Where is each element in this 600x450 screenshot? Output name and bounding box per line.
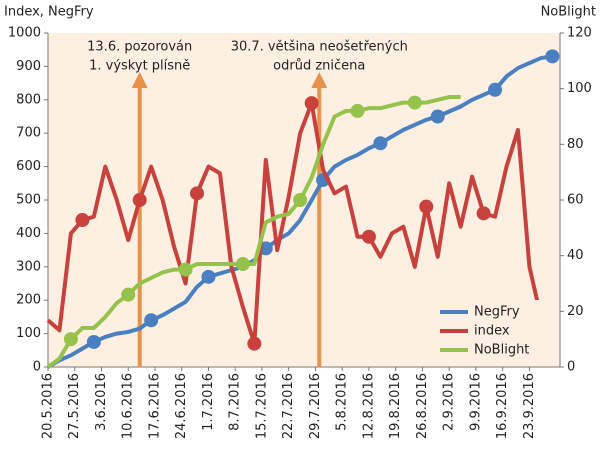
annotation-text: 30.7. většina neošetřených — [231, 40, 408, 55]
x-tick-label: 19.8.2016 — [388, 373, 403, 439]
y-tick-label: 700 — [16, 126, 41, 141]
x-tick-label: 2.9.2016 — [442, 373, 457, 431]
y2-tick-label: 40 — [567, 248, 584, 263]
x-tick-label: 3.6.2016 — [94, 373, 109, 431]
x-tick-label: 9.9.2016 — [468, 373, 483, 431]
legend-label: NegFry — [474, 305, 520, 320]
series-marker — [86, 334, 101, 349]
series-marker — [304, 96, 319, 111]
series-marker — [430, 109, 445, 124]
y-tick-label: 900 — [16, 59, 41, 74]
y2-tick-label: 20 — [567, 304, 584, 319]
series-marker — [178, 262, 193, 277]
series-marker — [75, 213, 90, 228]
series-marker — [350, 103, 365, 118]
y2-tick-label: 60 — [567, 193, 584, 208]
series-marker — [63, 332, 78, 347]
series-marker — [190, 186, 205, 201]
series-marker — [419, 199, 434, 214]
series-marker — [132, 193, 147, 207]
annotation-text: odrůd zničena — [273, 59, 365, 74]
y-tick-label: 1000 — [8, 26, 41, 41]
series-marker — [407, 95, 422, 110]
y2-tick-label: 120 — [567, 26, 592, 41]
series-line — [46, 101, 554, 346]
x-tick-label: 29.7.2016 — [308, 373, 323, 439]
y-tick-label: 300 — [16, 259, 41, 274]
x-tick-label: 26.8.2016 — [415, 373, 430, 439]
x-tick-label: 27.5.2016 — [67, 373, 82, 439]
y-tick-label: 0 — [33, 360, 41, 375]
x-tick-label: 10.6.2016 — [121, 373, 136, 439]
series-marker — [361, 229, 376, 244]
y2-tick-label: 0 — [567, 360, 575, 375]
series-marker — [144, 313, 159, 328]
y-tick-label: 200 — [16, 293, 41, 308]
series-line — [46, 54, 553, 369]
y-tick-label: 400 — [16, 226, 41, 241]
y2-axis-label: NoBlight — [541, 5, 596, 20]
series-marker — [545, 49, 560, 64]
annotation-text: 1. výskyt plísně — [89, 59, 190, 74]
y2-tick-label: 100 — [567, 81, 592, 96]
series-line — [46, 95, 461, 369]
y-tick-label: 100 — [16, 326, 41, 341]
x-tick-label: 16.9.2016 — [495, 373, 510, 439]
y-tick-label: 800 — [16, 92, 41, 107]
y-axis-label: Index, NegFry — [4, 5, 94, 20]
series-marker — [476, 206, 491, 221]
x-tick-label: 8.7.2016 — [228, 373, 243, 431]
series-marker — [373, 136, 388, 151]
legend-label: NoBlight — [474, 343, 529, 358]
series-marker — [121, 287, 136, 302]
x-tick-label: 15.7.2016 — [254, 373, 269, 439]
x-tick-label: 17.6.2016 — [147, 373, 162, 439]
series-marker — [488, 82, 503, 97]
series-marker — [293, 193, 308, 207]
x-tick-label: 12.8.2016 — [361, 373, 376, 439]
annotation-text: 13.6. pozorován — [87, 40, 192, 55]
x-tick-label: 20.5.2016 — [41, 373, 56, 439]
legend-label: index — [474, 324, 510, 339]
x-tick-label: 1.7.2016 — [201, 373, 216, 431]
y-tick-label: 500 — [16, 193, 41, 208]
series-marker — [247, 336, 262, 351]
y-tick-label: 600 — [16, 159, 41, 174]
series-marker — [201, 269, 216, 284]
x-tick-label: 24.6.2016 — [174, 373, 189, 439]
y2-tick-label: 80 — [567, 137, 584, 152]
series-marker — [235, 257, 250, 272]
x-tick-label: 23.9.2016 — [522, 373, 537, 439]
x-tick-label: 22.7.2016 — [281, 373, 296, 439]
x-tick-label: 5.8.2016 — [335, 373, 350, 431]
